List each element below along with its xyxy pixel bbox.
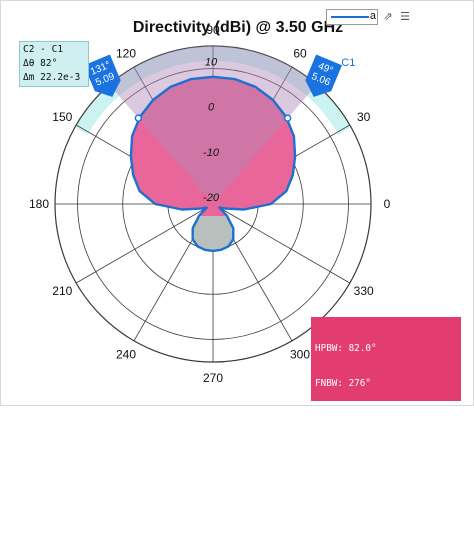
angle-tick-label: 270: [203, 371, 223, 385]
stat-fnbw: FNBW: 276°: [315, 377, 371, 389]
legend-line-swatch: [331, 16, 369, 18]
main-lobe-fill: [130, 76, 296, 216]
figure-toolbar: a ⇗ ☰: [326, 8, 418, 26]
grid-spoke: [75, 203, 214, 284]
cursor-flag-shape: [84, 54, 121, 97]
cursor-flag-C2[interactable]: 131°5.09: [84, 54, 125, 103]
radial-tick-label: 10: [205, 57, 218, 69]
hpbw-sector: [109, 45, 317, 205]
cursor-point: [134, 114, 143, 122]
cursor-readout-box[interactable]: C2 - C1 Δθ 82° Δm 22.2e-3: [19, 41, 89, 87]
radial-tick-label: 0: [208, 102, 215, 114]
cursor-readout-line: C2 - C1: [23, 44, 64, 55]
chart-title: Directivity (dBi) @ 3.50 GHz: [132, 19, 344, 36]
cursor-flag-C1[interactable]: 49°5.06: [301, 54, 342, 103]
angle-tick-label: 90: [206, 23, 220, 37]
legend-label: a: [369, 10, 376, 22]
stat-fb: F/B: 17.8 dB: [315, 413, 394, 425]
grid-spoke: [212, 203, 351, 284]
polar-plot: 9060300330300270240210180150120100-10-20…: [29, 23, 391, 385]
stat-back: Back: -9.61 dB @ -90°: [315, 519, 433, 531]
angle-tick-label: 30: [357, 110, 371, 124]
edit-legend-icon[interactable]: ☰: [400, 11, 410, 23]
angle-tick-label: 60: [293, 46, 307, 60]
cursor-readout-line: Δθ 82°: [23, 58, 58, 69]
cursor-point: [283, 114, 292, 122]
stat-hpbw: HPBW: 82.0°: [315, 342, 377, 354]
radial-tick-label: -10: [203, 147, 220, 159]
cursor-flag-shape: [305, 54, 342, 97]
figure: 90 60 30 0 330 300 270 240 210 180 150 120 10 0 -10 -20…: [0, 0, 474, 406]
angle-tick-label: 330: [354, 284, 374, 298]
stat-main: Main: 8.17 dB @ 90°: [315, 484, 422, 496]
angle-tick-label: 240: [116, 348, 136, 362]
angle-tick-label: 150: [52, 110, 72, 124]
legend[interactable]: a: [326, 9, 378, 25]
angle-tick-label: 120: [116, 46, 136, 60]
cursor-angle-label: 49°: [316, 61, 334, 77]
angle-tick-label: 300: [290, 348, 310, 362]
angle-tick-label: 210: [52, 284, 72, 298]
export-icon[interactable]: ⇗: [383, 11, 393, 23]
stat-sll: SLL: 17.8 dB: [315, 448, 394, 460]
cursor-readout-line: Δm 22.2e-3: [23, 72, 81, 83]
angle-tick-label: 0: [384, 197, 391, 211]
pattern-line: [129, 75, 297, 253]
cursor-name-label: C1: [341, 57, 355, 69]
angle-tick-label: 180: [29, 197, 49, 211]
antenna-stats-box: HPBW: 82.0° FNBW: 276° F/B: 17.8 dB SLL:…: [311, 317, 461, 531]
radial-tick-label: -20: [203, 192, 220, 204]
